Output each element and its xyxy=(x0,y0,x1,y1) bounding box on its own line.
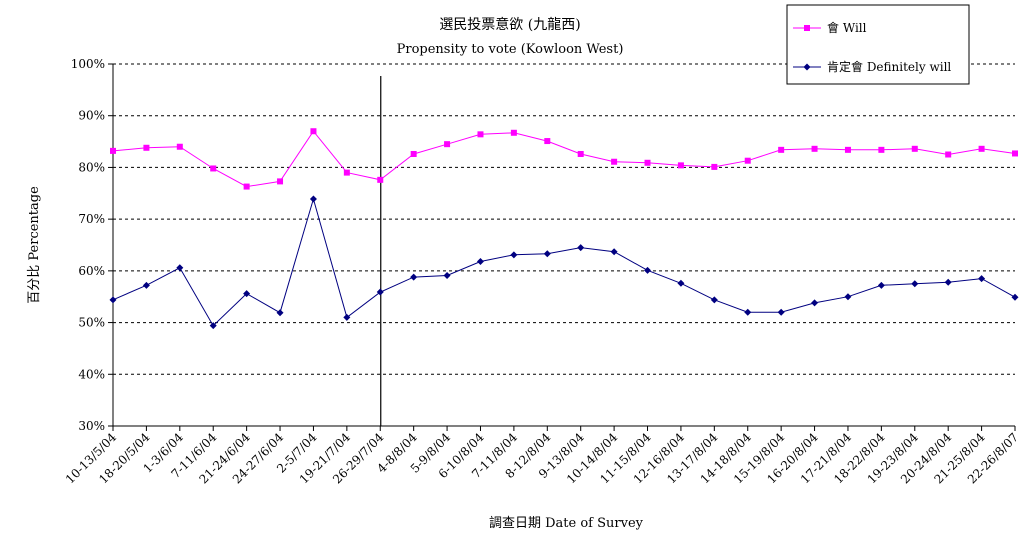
data-point-will xyxy=(477,131,484,138)
data-point-definitely xyxy=(911,280,919,288)
data-point-definitely xyxy=(176,264,184,272)
series-line-0 xyxy=(112,130,1016,188)
data-point-will xyxy=(243,183,250,190)
data-point-will xyxy=(978,145,985,152)
x-axis-ticks: 10-13/5/0418-20/5/041-3/6/047-11/6/0421-… xyxy=(63,426,1020,487)
data-point-will xyxy=(544,138,551,145)
data-point-definitely xyxy=(577,244,585,252)
data-point-definitely xyxy=(209,322,217,330)
data-point-definitely xyxy=(510,251,518,259)
data-point-definitely xyxy=(410,273,418,281)
data-point-definitely xyxy=(343,313,351,321)
legend-definitely-marker xyxy=(803,63,811,71)
legend-will-label: 會 Will xyxy=(827,21,867,35)
data-point-definitely xyxy=(142,281,150,289)
data-point-definitely xyxy=(744,308,752,316)
data-point-definitely xyxy=(777,308,785,316)
data-point-definitely xyxy=(443,272,451,280)
data-point-will xyxy=(310,128,317,135)
data-point-will xyxy=(677,162,684,169)
data-point-definitely xyxy=(710,296,718,304)
data-point-will xyxy=(277,178,284,185)
data-point-definitely xyxy=(644,266,652,274)
data-point-will xyxy=(711,163,718,170)
legend-will-marker xyxy=(804,25,810,31)
data-point-will xyxy=(577,150,584,157)
y-tick-label: 50% xyxy=(78,316,105,330)
data-point-will xyxy=(377,176,384,183)
data-point-definitely xyxy=(309,195,317,203)
data-point-definitely xyxy=(276,309,284,317)
y-tick-label: 40% xyxy=(78,367,105,381)
series-line-1 xyxy=(112,197,1016,327)
data-point-will xyxy=(844,146,851,153)
data-point-definitely xyxy=(811,299,819,307)
y-axis-ticks: 30% 40% 50% 60% 70% 80% 90% 100% xyxy=(71,57,113,433)
y-axis-label: 百分比 Percentage xyxy=(27,186,42,304)
y-tick-label: 60% xyxy=(78,264,105,278)
x-axis-label: 調查日期 Date of Survey xyxy=(489,516,644,531)
legend-definitely-label: 肯定會 Definitely will xyxy=(827,59,951,74)
data-point-will xyxy=(110,147,116,154)
data-point-definitely xyxy=(978,275,986,283)
data-point-will xyxy=(644,159,651,166)
data-point-will xyxy=(1012,150,1018,157)
data-point-definitely xyxy=(844,293,852,301)
data-point-will xyxy=(945,151,952,158)
data-point-will xyxy=(444,141,451,148)
y-tick-label: 30% xyxy=(78,419,105,433)
legend: 會 Will 肯定會 Definitely will xyxy=(786,4,970,85)
data-point-will xyxy=(811,145,818,152)
y-tick-label: 70% xyxy=(78,212,105,226)
data-point-definitely xyxy=(376,288,384,296)
data-point-definitely xyxy=(109,296,117,304)
legend-box xyxy=(786,4,970,85)
data-point-will xyxy=(410,150,417,157)
y-tick-label: 80% xyxy=(78,160,105,174)
data-point-will xyxy=(611,158,618,165)
grid xyxy=(112,63,1015,427)
data-point-definitely xyxy=(243,290,251,298)
y-tick-label: 90% xyxy=(78,109,105,123)
chart-title: 選民投票意欲 (九龍西) xyxy=(439,16,580,33)
data-point-will xyxy=(143,144,150,151)
data-point-will xyxy=(510,129,517,136)
series-layer xyxy=(109,128,1019,330)
data-point-will xyxy=(744,157,751,164)
data-point-definitely xyxy=(610,248,618,256)
data-point-definitely xyxy=(677,279,685,287)
chart-subtitle: Propensity to vote (Kowloon West) xyxy=(397,42,624,57)
data-point-will xyxy=(878,146,885,153)
data-point-will xyxy=(911,145,918,152)
y-tick-label: 100% xyxy=(71,57,105,71)
data-point-will xyxy=(176,143,183,150)
data-point-will xyxy=(778,146,785,153)
data-point-definitely xyxy=(944,278,952,286)
data-point-will xyxy=(210,165,217,172)
data-point-definitely xyxy=(476,258,484,266)
data-point-will xyxy=(343,169,350,176)
data-point-definitely xyxy=(543,250,551,258)
data-point-definitely xyxy=(877,281,885,289)
data-point-definitely xyxy=(1011,293,1019,301)
